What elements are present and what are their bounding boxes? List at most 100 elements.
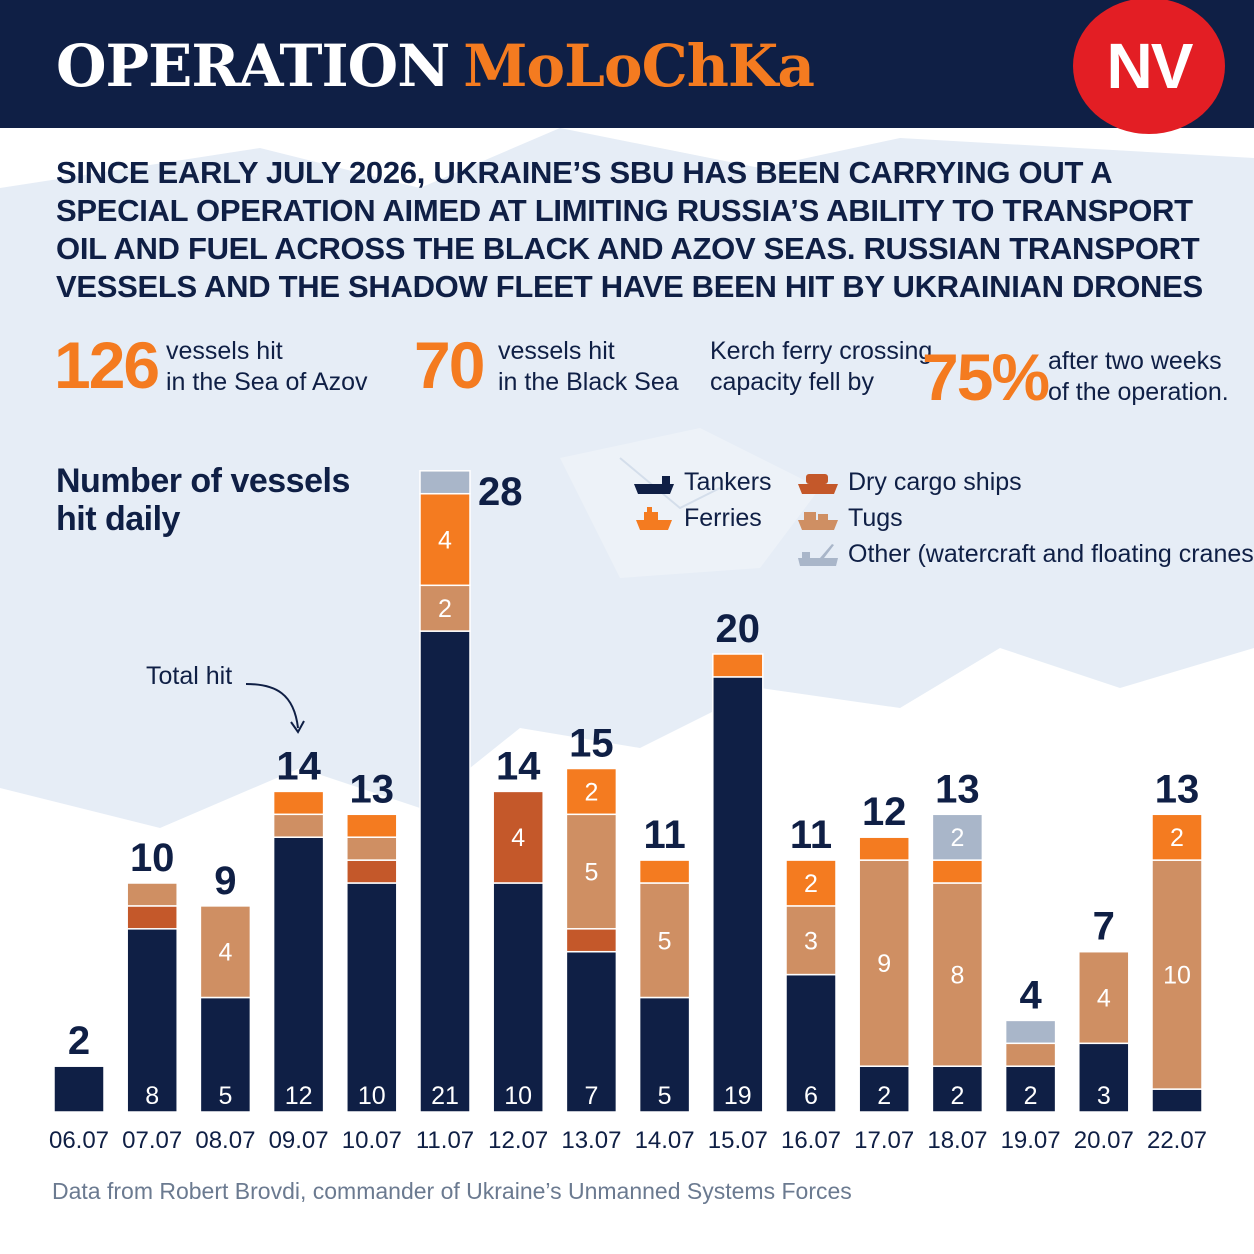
bar-segment-ferry-22.07 <box>1151 813 1203 861</box>
bar-segment-dry-cargo-ship-13.07 <box>565 928 618 953</box>
annotation-total-hit: Total hit <box>146 662 233 690</box>
total-label: 10 <box>130 836 175 880</box>
bar-segment-tug-09.07 <box>272 813 325 838</box>
legend-item-tugs: Tugs <box>796 503 903 533</box>
x-tick-label: 09.07 <box>269 1127 329 1154</box>
legend-label-other: Other (watercraft and floating cranes) <box>848 539 1254 568</box>
total-label: 2 <box>68 1019 90 1063</box>
header-bar: OPERATION MoLoChKa <box>0 0 1254 128</box>
segment-label: 7 <box>584 1082 598 1110</box>
x-tick-label: 15.07 <box>708 1127 768 1154</box>
segment-label: 2 <box>1170 824 1184 852</box>
source-note: Data from Robert Brovdi, commander of Uk… <box>52 1178 852 1204</box>
segment-label: 2 <box>584 778 598 806</box>
stat-azov-line1: vessels hit <box>166 337 283 365</box>
bar-segment-tug-08.07 <box>199 905 252 999</box>
bar-segment-ferry-11.07 <box>419 492 471 587</box>
background-map <box>0 128 1254 828</box>
tanker-icon <box>634 476 674 494</box>
x-tick-label: 19.07 <box>1001 1127 1061 1154</box>
x-tick-label: 18.07 <box>927 1127 987 1154</box>
segment-label: 19 <box>724 1082 752 1110</box>
bar-segment-ferry-17.07 <box>858 836 910 861</box>
segment-label: 8 <box>950 962 964 990</box>
segment-label: 2 <box>877 1082 891 1110</box>
bar-segment-tanker-07.07 <box>126 928 178 1113</box>
segment-label: 2 <box>804 870 818 898</box>
segment-label: 3 <box>1097 1082 1111 1110</box>
dry-cargo-ship-icon <box>798 474 838 494</box>
bar-segment-tanker-13.07 <box>565 950 618 1113</box>
nv-logo: NV <box>1073 0 1225 134</box>
legend-label-tugs: Tugs <box>848 503 903 532</box>
segment-label: 6 <box>804 1082 818 1110</box>
legend-item-ferries: Ferries <box>632 503 762 533</box>
tug-icon <box>798 512 838 530</box>
segment-label: 2 <box>1024 1082 1038 1110</box>
segment-label: 12 <box>285 1082 313 1110</box>
total-label: 7 <box>1093 905 1115 949</box>
segment-label: 10 <box>504 1082 532 1110</box>
x-tick-label: 12.07 <box>488 1127 548 1154</box>
bar-segment-tanker-11.07 <box>419 630 471 1113</box>
bar-segment-tanker-08.07 <box>199 996 252 1113</box>
total-label: 11 <box>643 813 685 857</box>
page-title: OPERATION MoLoChKa <box>56 26 815 106</box>
x-tick-label: 17.07 <box>854 1127 914 1154</box>
bar-segment-tug-14.07 <box>638 882 691 999</box>
bar-chart: 2 06.07 8 10 07.07 5 4 9 08.07 12 14 09.07 10 13 10.07… <box>49 470 1207 1154</box>
bar-segment-dry-cargo-ship-10.07 <box>346 859 398 884</box>
bar-segment-other-watercraft-19.07 <box>1004 1019 1057 1045</box>
stat-black-line1: vessels hit <box>498 337 615 365</box>
segment-label: 8 <box>145 1082 159 1110</box>
segment-label: 5 <box>218 1082 232 1110</box>
segment-label: 21 <box>431 1082 459 1110</box>
segment-label: 5 <box>584 859 598 887</box>
bar-segment-tanker-10.07 <box>346 882 398 1113</box>
other-watercraft-icon <box>798 544 838 566</box>
bar-segment-tanker-12.07 <box>492 882 544 1113</box>
legend-label-tankers: Tankers <box>684 467 772 496</box>
segment-label: 4 <box>438 527 452 555</box>
bar-segment-tug-10.07 <box>346 836 398 861</box>
x-tick-label: 16.07 <box>781 1127 841 1154</box>
bar-segment-dry-cargo-ship-12.07 <box>492 790 544 884</box>
x-tick-label: 13.07 <box>561 1127 621 1154</box>
title-accent: MoLoChKa <box>463 32 815 100</box>
stat-kerch-post1: after two weeks <box>1048 347 1222 375</box>
x-tick-label: 22.07 <box>1147 1127 1207 1154</box>
total-label: 28 <box>478 470 523 514</box>
stat-kerch-value: 75% <box>922 340 1050 414</box>
total-label: 9 <box>214 859 236 903</box>
bar-segment-tug-13.07 <box>565 813 618 930</box>
legend-item-tankers: Tankers <box>632 467 772 497</box>
legend-label-ferries: Ferries <box>684 503 762 532</box>
bar-segment-tug-16.07 <box>785 905 837 976</box>
stat-black-line2: in the Black Sea <box>498 368 679 396</box>
bar-segment-tanker-09.07 <box>272 836 325 1113</box>
bar-segment-ferry-18.07 <box>931 859 984 884</box>
legend-item-dry-cargo: Dry cargo ships <box>796 467 1022 497</box>
bar-segment-tug-18.07 <box>931 882 984 1067</box>
segment-label: 10 <box>1163 962 1191 990</box>
bar-segment-dry-cargo-ship-07.07 <box>126 905 178 930</box>
bar-segment-other-watercraft-11.07 <box>419 470 471 495</box>
total-label: 13 <box>1155 767 1200 811</box>
bar-segment-tug-19.07 <box>1004 1042 1057 1067</box>
bar-segment-tanker-22.07 <box>1151 1088 1203 1113</box>
stat-kerch-pre1: Kerch ferry crossing <box>710 337 933 365</box>
stat-azov-value: 126 <box>54 328 160 402</box>
bar-segment-ferry-13.07 <box>565 767 618 816</box>
title-main: OPERATION <box>56 32 450 100</box>
stat-black-value: 70 <box>414 328 485 402</box>
bar-segment-tug-17.07 <box>858 859 910 1067</box>
bar-segment-tanker-17.07 <box>858 1065 910 1113</box>
ferry-icon <box>636 507 672 530</box>
segment-label: 4 <box>1097 985 1111 1013</box>
legend-item-other: Other (watercraft and floating cranes) <box>796 539 1254 569</box>
total-label: 14 <box>496 744 541 788</box>
intro-text: SINCE EARLY JULY 2026, UKRAINE’S SBU HAS… <box>56 155 1203 304</box>
total-label: 13 <box>350 767 395 811</box>
segment-label: 5 <box>658 1082 672 1110</box>
bar-segment-tanker-15.07 <box>712 676 764 1113</box>
